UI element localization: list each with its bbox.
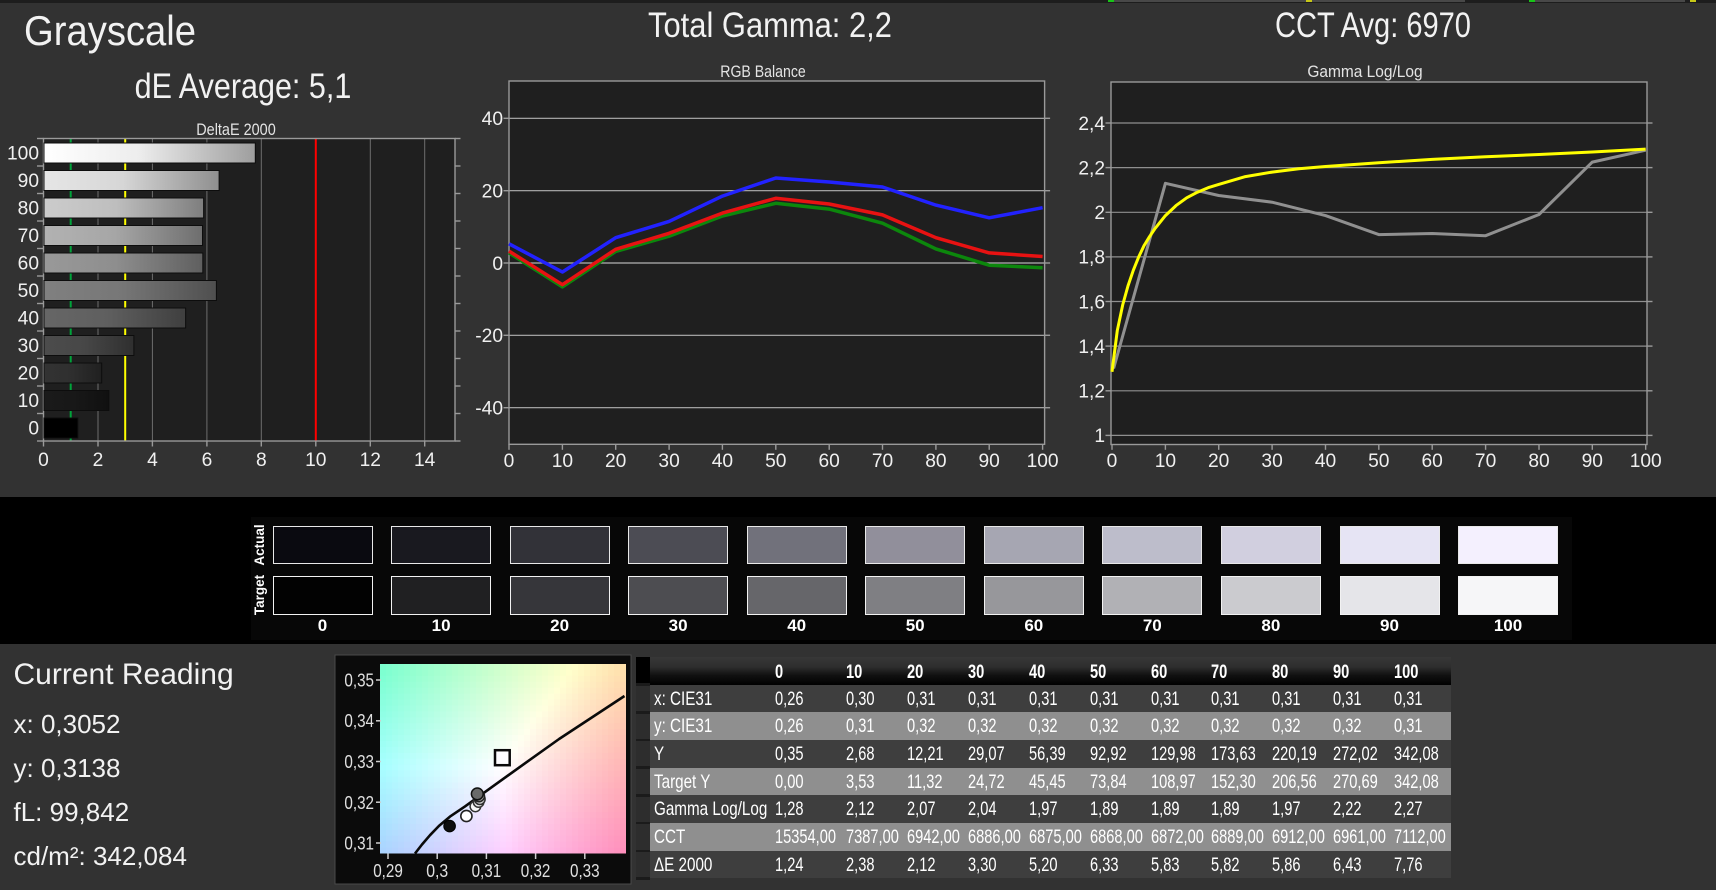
svg-text:20: 20	[1208, 451, 1229, 472]
svg-text:2: 2	[1094, 203, 1105, 224]
svg-text:0: 0	[1107, 451, 1118, 472]
svg-text:0,29: 0,29	[373, 861, 403, 881]
svg-text:40: 40	[18, 309, 39, 330]
svg-text:2: 2	[93, 450, 104, 471]
svg-text:20: 20	[18, 364, 39, 385]
svg-text:1,4: 1,4	[1078, 337, 1105, 358]
svg-text:40: 40	[482, 109, 503, 130]
svg-text:30: 30	[1261, 451, 1282, 472]
svg-text:8: 8	[256, 450, 267, 471]
svg-text:30: 30	[658, 451, 679, 472]
svg-text:30: 30	[18, 336, 39, 357]
svg-text:80: 80	[18, 199, 39, 220]
svg-text:10: 10	[552, 451, 573, 472]
svg-text:40: 40	[712, 451, 733, 472]
svg-text:90: 90	[1582, 451, 1603, 472]
svg-text:50: 50	[765, 451, 786, 472]
svg-text:50: 50	[1368, 451, 1389, 472]
svg-text:40: 40	[1315, 451, 1336, 472]
svg-text:-40: -40	[475, 399, 503, 420]
svg-text:0,34: 0,34	[344, 711, 374, 731]
svg-text:90: 90	[979, 451, 1000, 472]
svg-text:0: 0	[504, 451, 515, 472]
svg-text:60: 60	[18, 254, 39, 275]
svg-text:2,2: 2,2	[1078, 158, 1105, 179]
svg-text:4: 4	[147, 450, 158, 471]
svg-text:12: 12	[360, 450, 381, 471]
svg-text:0,35: 0,35	[344, 671, 374, 691]
svg-text:10: 10	[1155, 451, 1176, 472]
svg-text:0,32: 0,32	[521, 861, 551, 881]
svg-text:0: 0	[492, 254, 503, 275]
svg-text:50: 50	[18, 281, 39, 302]
svg-text:100: 100	[1027, 451, 1059, 472]
svg-text:10: 10	[305, 450, 326, 471]
svg-text:0,32: 0,32	[344, 793, 374, 813]
svg-text:10: 10	[18, 391, 39, 412]
svg-text:70: 70	[872, 451, 893, 472]
svg-text:1: 1	[1094, 426, 1105, 447]
svg-text:0: 0	[38, 450, 49, 471]
svg-text:70: 70	[18, 226, 39, 247]
svg-text:90: 90	[18, 171, 39, 192]
svg-text:0,3: 0,3	[426, 861, 448, 881]
svg-text:80: 80	[1528, 451, 1549, 472]
svg-text:0,31: 0,31	[344, 834, 374, 854]
svg-text:6: 6	[202, 450, 213, 471]
svg-text:0,33: 0,33	[344, 752, 374, 772]
svg-text:20: 20	[605, 451, 626, 472]
svg-text:60: 60	[819, 451, 840, 472]
svg-text:-20: -20	[475, 326, 503, 347]
svg-text:2,4: 2,4	[1078, 114, 1105, 135]
svg-text:70: 70	[1475, 451, 1496, 472]
svg-text:20: 20	[482, 182, 503, 203]
svg-text:0: 0	[28, 419, 39, 440]
svg-text:14: 14	[414, 450, 436, 471]
svg-text:0,31: 0,31	[472, 861, 502, 881]
svg-text:100: 100	[1630, 451, 1662, 472]
svg-text:1,8: 1,8	[1078, 248, 1105, 269]
svg-text:1,6: 1,6	[1078, 292, 1105, 313]
svg-text:0,33: 0,33	[570, 861, 600, 881]
svg-text:80: 80	[925, 451, 946, 472]
svg-text:60: 60	[1422, 451, 1443, 472]
svg-text:100: 100	[7, 144, 39, 165]
svg-text:1,2: 1,2	[1078, 382, 1105, 403]
